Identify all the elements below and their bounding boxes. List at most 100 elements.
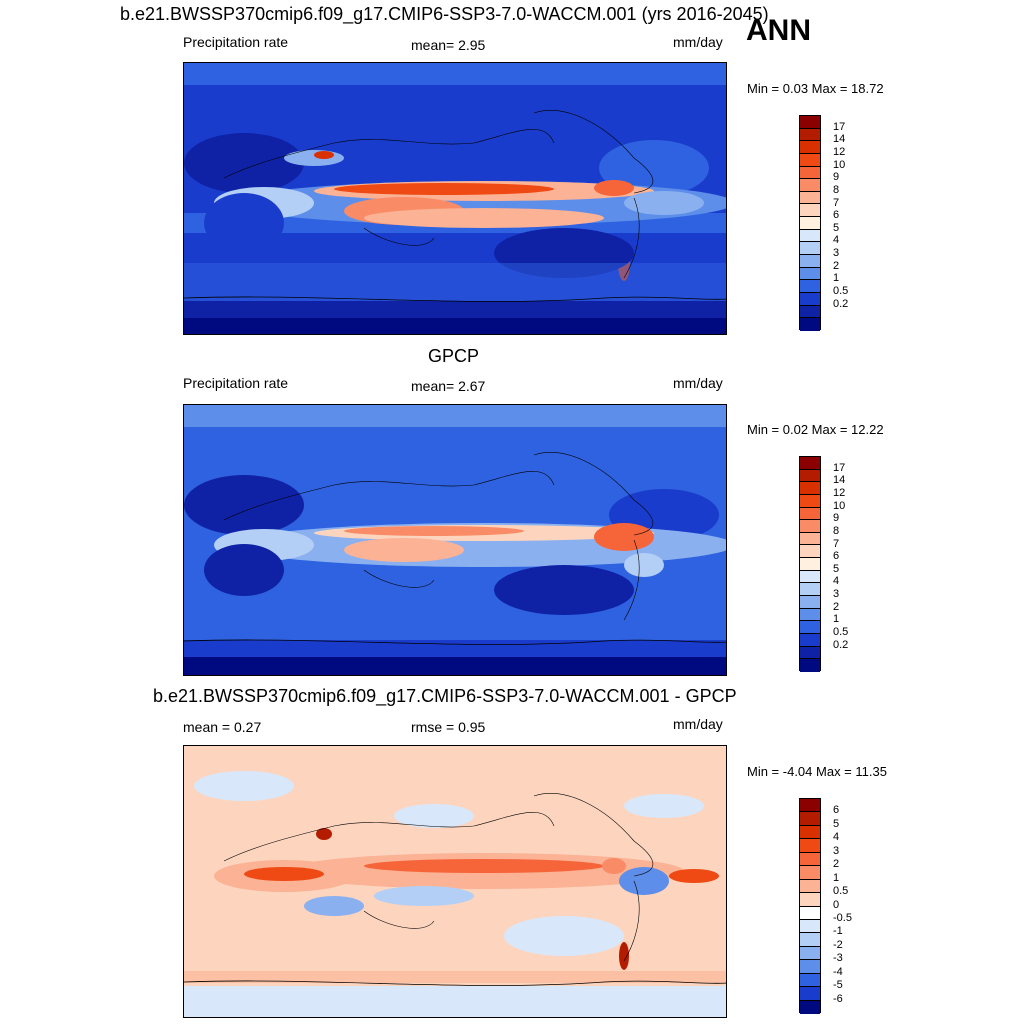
colorbar-tick-label: 0.2 [833, 297, 849, 310]
panel-2-map [183, 404, 727, 676]
colorbar-swatch [800, 128, 820, 142]
colorbar-swatch [800, 267, 820, 281]
colorbar-swatch [800, 839, 820, 853]
colorbar-tick-label: 7 [833, 537, 840, 550]
colorbar-swatch [800, 153, 820, 167]
colorbar-swatch [800, 621, 820, 634]
colorbar-tick-label: 4 [833, 575, 840, 588]
colorbar-tick-label: 14 [833, 133, 846, 146]
colorbar-tick-label: 4 [833, 234, 840, 247]
panel-2-title: GPCP [428, 346, 480, 366]
colorbar-tick-label: 6 [833, 550, 840, 563]
panel-1-title: b.e21.BWSSP370cmip6.f09_g17.CMIP6-SSP3-7… [120, 4, 769, 24]
colorbar-tick-label: 7 [833, 196, 840, 209]
panel-2-colorbar [799, 456, 821, 672]
panel-3-map-field [184, 746, 726, 1017]
colorbar-tick-label: 8 [833, 524, 840, 537]
colorbar-tick-label: 1 [833, 871, 840, 884]
colorbar-swatch [800, 933, 820, 947]
colorbar-tick-label: 8 [833, 183, 840, 196]
colorbar-swatch [800, 893, 820, 907]
panel-1-units-label: mm/day [673, 34, 723, 50]
panel-2-minmax: Min = 0.02 Max = 12.22 [747, 422, 884, 437]
panel-1-colorbar-swatches [800, 116, 820, 331]
colorbar-tick-label: 6 [833, 209, 840, 222]
colorbar-tick-label: 0.5 [833, 285, 849, 298]
colorbar-swatch [800, 583, 820, 597]
season-label: ANN [746, 14, 811, 47]
colorbar-tick-label: -2 [833, 938, 843, 951]
colorbar-tick-label: -6 [833, 992, 843, 1005]
panel-1-variable-label: Precipitation rate [183, 34, 289, 50]
colorbar-tick-label: -5 [833, 979, 843, 992]
colorbar-tick-label: -0.5 [833, 911, 852, 924]
colorbar-tick-label: 17 [833, 120, 846, 133]
colorbar-swatch [800, 482, 820, 495]
panel-1-mean-label: mean= 2.95 [411, 37, 486, 53]
panel-3-colorbar [799, 798, 821, 1014]
colorbar-swatch [800, 204, 820, 218]
panel-3-title: b.e21.BWSSP370cmip6.f09_g17.CMIP6-SSP3-7… [153, 686, 737, 706]
colorbar-tick-label: -1 [833, 925, 843, 938]
colorbar-swatch [800, 825, 820, 840]
colorbar-tick-label: 17 [833, 461, 846, 474]
colorbar-swatch [800, 494, 820, 508]
colorbar-tick-label: 0.5 [833, 626, 849, 639]
colorbar-swatch [800, 532, 820, 546]
colorbar-swatch [800, 906, 820, 920]
colorbar-tick-label: 14 [833, 474, 846, 487]
colorbar-tick-label: 2 [833, 259, 840, 272]
panel-2-colorbar-swatches [800, 457, 820, 672]
panel-2-mean-label: mean= 2.67 [411, 378, 486, 394]
colorbar-swatch [800, 570, 820, 584]
colorbar-swatch [800, 879, 820, 894]
panel-3-units-label: mm/day [673, 716, 723, 732]
colorbar-tick-label: 2 [833, 858, 840, 871]
colorbar-swatch [800, 812, 820, 826]
colorbar-swatch [800, 799, 820, 813]
colorbar-swatch [800, 633, 820, 647]
colorbar-swatch [800, 507, 820, 521]
panel-3-mean-label: mean = 0.27 [183, 719, 262, 735]
colorbar-swatch [800, 919, 820, 934]
colorbar-swatch [800, 229, 820, 243]
colorbar-swatch [800, 116, 820, 129]
colorbar-tick-label: 12 [833, 486, 846, 499]
colorbar-swatch [800, 469, 820, 483]
panel-3-minmax: Min = -4.04 Max = 11.35 [747, 764, 887, 779]
panel-3-rmse-label: rmse = 0.95 [411, 719, 486, 735]
colorbar-tick-label: -4 [833, 965, 843, 978]
colorbar-tick-label: 0.2 [833, 638, 849, 651]
colorbar-swatch [800, 545, 820, 559]
colorbar-swatch [800, 457, 820, 470]
panel-1-minmax: Min = 0.03 Max = 18.72 [747, 81, 884, 96]
colorbar-swatch [800, 217, 820, 230]
colorbar-swatch [800, 646, 820, 660]
colorbar-tick-label: 6 [833, 804, 840, 817]
colorbar-swatch [800, 255, 820, 268]
colorbar-tick-label: 10 [833, 158, 846, 171]
panel-1-map-field [184, 63, 726, 334]
panel-3-colorbar-swatches [800, 799, 820, 1014]
colorbar-tick-label: 2 [833, 600, 840, 613]
colorbar-tick-label: 4 [833, 831, 840, 844]
colorbar-swatch [800, 558, 820, 571]
colorbar-swatch [800, 179, 820, 192]
colorbar-tick-label: -3 [833, 952, 843, 965]
colorbar-swatch [800, 866, 820, 880]
colorbar-swatch [800, 946, 820, 961]
colorbar-tick-label: 0.5 [833, 885, 849, 898]
colorbar-tick-label: 3 [833, 588, 840, 601]
colorbar-swatch [800, 280, 820, 293]
colorbar-tick-label: 9 [833, 171, 840, 184]
colorbar-swatch [800, 596, 820, 609]
colorbar-swatch [800, 973, 820, 988]
colorbar-tick-label: 12 [833, 145, 846, 158]
colorbar-swatch [800, 191, 820, 205]
colorbar-swatch [800, 852, 820, 867]
panel-3-map [183, 745, 727, 1018]
colorbar-tick-label: 1 [833, 613, 840, 626]
panel-1-colorbar [799, 115, 821, 331]
panel-2-map-field [184, 405, 726, 675]
colorbar-swatch [800, 305, 820, 319]
